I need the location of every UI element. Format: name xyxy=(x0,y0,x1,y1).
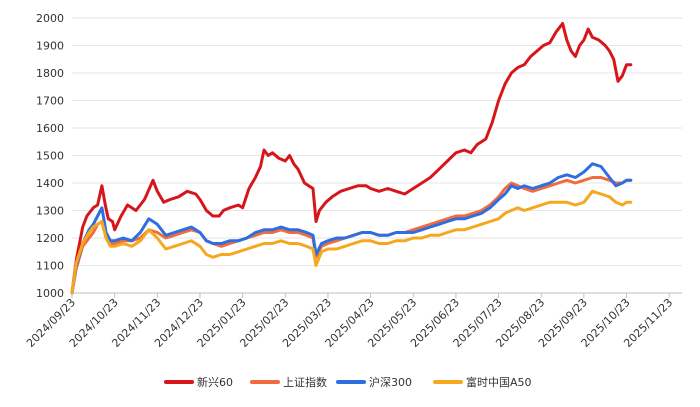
y-tick-label: 1300 xyxy=(36,205,64,218)
legend-label: 沪深300 xyxy=(369,375,412,389)
y-tick-label: 1600 xyxy=(36,122,64,135)
grid-layer xyxy=(72,17,682,294)
y-tick-label: 1100 xyxy=(36,260,64,273)
legend-label: 上证指数 xyxy=(283,375,327,389)
series-layer xyxy=(70,22,633,295)
y-tick-label: 1000 xyxy=(36,287,64,300)
y-tick-label: 1400 xyxy=(36,177,64,190)
y-tick-label: 1200 xyxy=(36,232,64,245)
legend-label: 新兴60 xyxy=(197,375,233,389)
y-tick-label: 1900 xyxy=(36,40,64,53)
y-tick-label: 1700 xyxy=(36,95,64,108)
legend-label: 富时中国A50 xyxy=(466,375,532,389)
y-tick-label: 1800 xyxy=(36,67,64,80)
y-tick-label: 2000 xyxy=(36,12,64,25)
legend: 新兴60 上证指数 沪深300 富时中国A50 xyxy=(164,375,532,389)
y-tick-label: 1500 xyxy=(36,150,64,163)
series-line xyxy=(70,189,633,295)
series-line xyxy=(70,22,633,295)
series-line xyxy=(70,162,633,295)
